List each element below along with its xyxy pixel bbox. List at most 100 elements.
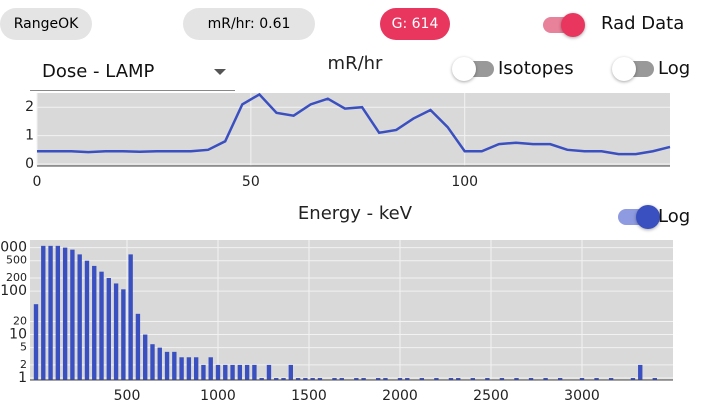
spectrum-bar [230, 364, 235, 380]
energy-chart-title: Energy - keV [298, 203, 413, 224]
spectrum-bar [266, 364, 272, 380]
dropdown-arrow[interactable] [214, 69, 226, 75]
spectrum-bar [113, 283, 119, 380]
y-tick-label: 1 [25, 128, 34, 144]
spectrum-bar [288, 364, 293, 380]
spectrum-bar [215, 364, 221, 380]
spectrum-bar [652, 378, 657, 380]
spectrum-bar [295, 378, 301, 380]
dose-rate: mR/hr: 0.61 [183, 8, 315, 40]
spectrum-bar [405, 378, 410, 380]
spectrum-bar [579, 378, 585, 380]
spectrum-bar [456, 378, 461, 380]
dose-line [37, 92, 671, 156]
spectrum-bar [638, 364, 643, 380]
spectrum-bar [397, 378, 403, 380]
spectrum-bar [128, 254, 133, 380]
spectrum-bar [259, 378, 264, 380]
x-tick-label: 3000 [564, 388, 600, 404]
spectrum-bar [55, 245, 61, 380]
spectrum-bar [164, 351, 170, 380]
plot-area [30, 240, 673, 380]
spectrum-bar [383, 378, 388, 380]
spectrum-bar [354, 378, 359, 380]
spectrum-bar [448, 378, 454, 380]
y-tick-label: 500 [6, 254, 27, 267]
spectrum-bar [485, 378, 490, 380]
dropdown-underline [30, 90, 235, 91]
y-tick-label: 200 [6, 271, 27, 284]
x-tick-label: 2500 [473, 388, 509, 404]
x-tick-label: 0 [33, 174, 42, 190]
spectrum-bar [303, 378, 308, 380]
y-tick-label: 1 [18, 370, 27, 386]
y-tick-label: 10 [9, 327, 27, 343]
energy-log-label: Log [658, 206, 691, 227]
spectrum-bar [332, 378, 337, 380]
spectrum-bar [77, 254, 82, 380]
spectrum-bar [274, 378, 279, 380]
x-tick-label: 1500 [291, 388, 327, 404]
dose-log-label: Log [658, 58, 691, 79]
rad-data-label: Rad Data [601, 13, 685, 34]
spectrum-bar [33, 304, 39, 380]
rad-data-toggle[interactable] [543, 13, 585, 37]
spectrum-bar [201, 364, 206, 380]
spectrum-bar [470, 378, 475, 380]
dose-chart-title: mR/hr [328, 53, 384, 74]
spectrum-bar [48, 245, 53, 380]
spectrum-bar [84, 260, 90, 380]
y-tick-label: 0 [25, 156, 34, 172]
y-tick-label: 1000 [0, 240, 27, 256]
spectrum-bar [339, 378, 344, 380]
spectrum-bar [186, 357, 192, 380]
plot-area [37, 93, 670, 166]
isotopes-toggle[interactable] [452, 57, 494, 81]
spectrum-bar [514, 378, 519, 380]
y-tick-label: 5 [20, 341, 27, 354]
spectrum-bar [594, 378, 599, 380]
x-tick-label: 50 [242, 174, 260, 190]
spectrum-bar [557, 378, 563, 380]
spectrum-bar [499, 378, 505, 380]
spectrum-bar [179, 357, 184, 380]
gross-count[interactable]: G: 614 [380, 8, 450, 40]
spectrum-bar [543, 378, 548, 380]
spectrum-bar [99, 271, 104, 380]
spectrum-bar [135, 313, 141, 380]
spectrum-bar [172, 351, 177, 380]
spectrum-bar [252, 364, 257, 380]
x-tick-label: 1000 [200, 388, 236, 404]
x-tick-label: 100 [451, 174, 478, 190]
spectrum-bar [361, 378, 366, 380]
y-tick-label: 2 [25, 99, 34, 115]
dose-dropdown[interactable]: Dose - LAMP [42, 61, 155, 82]
spectrum-bar [208, 357, 213, 380]
spectrum-bar [157, 347, 162, 380]
spectrum-bar [434, 378, 439, 380]
spectrum-bar [106, 278, 111, 380]
spectrum-bar [281, 378, 286, 380]
spectrum-bar [223, 364, 228, 380]
spectrum-bar [375, 378, 381, 380]
y-tick-label: 2 [20, 358, 27, 371]
dose-log-toggle[interactable] [612, 57, 654, 81]
range-status: RangeOK [0, 8, 92, 40]
spectrum-bar [92, 265, 97, 380]
spectrum-bar [41, 245, 46, 380]
spectrum-bar [317, 378, 323, 380]
spectrum-bar [143, 334, 148, 380]
y-tick-label: 20 [13, 314, 27, 327]
y-tick-label: 100 [0, 283, 27, 299]
spectrum-bar [150, 344, 155, 380]
spectrum-bar [419, 378, 425, 380]
spectrum-bar [310, 378, 315, 380]
spectrum-bar [528, 378, 534, 380]
x-tick-label: 500 [114, 388, 141, 404]
spectrum-bar [193, 357, 199, 380]
isotopes-label: Isotopes [498, 58, 574, 79]
energy-log-toggle[interactable] [618, 205, 660, 229]
x-tick-label: 2000 [382, 388, 418, 404]
spectrum-bar [121, 289, 126, 380]
